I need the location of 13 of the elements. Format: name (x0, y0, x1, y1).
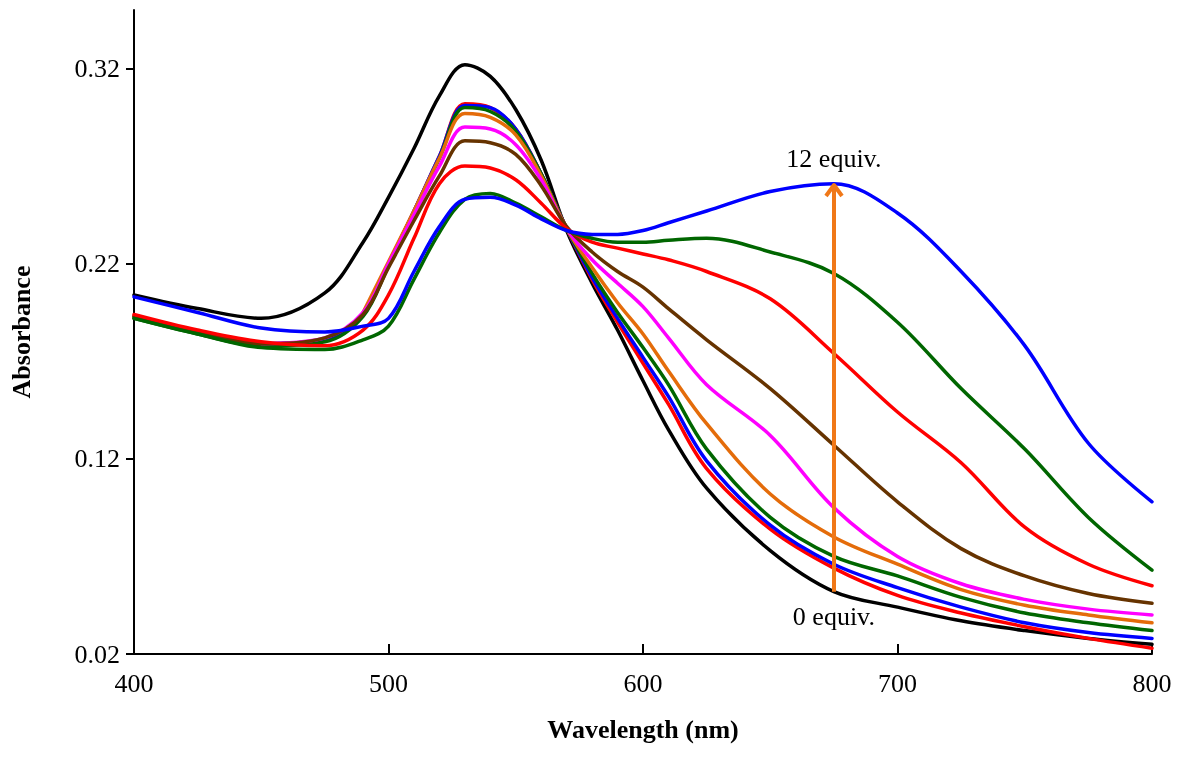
y-tick-label: 0.12 (74, 444, 120, 474)
x-tick-label: 700 (878, 668, 917, 698)
annotation: 0 equiv. (792, 602, 875, 632)
x-tick-label: 400 (114, 668, 154, 698)
x-tick-label: 500 (369, 668, 408, 698)
y-tick-label: 0.22 (74, 249, 120, 279)
x-tick-label: 600 (623, 668, 663, 698)
x-tick-label: 800 (1132, 668, 1172, 698)
y-axis-title: Absorbance (6, 265, 36, 399)
y-tick-label: 0.02 (74, 639, 120, 669)
y-tick-label: 0.32 (74, 54, 120, 84)
x-axis-title: Wavelength (nm) (547, 714, 739, 744)
annotation: 12 equiv. (786, 144, 882, 174)
